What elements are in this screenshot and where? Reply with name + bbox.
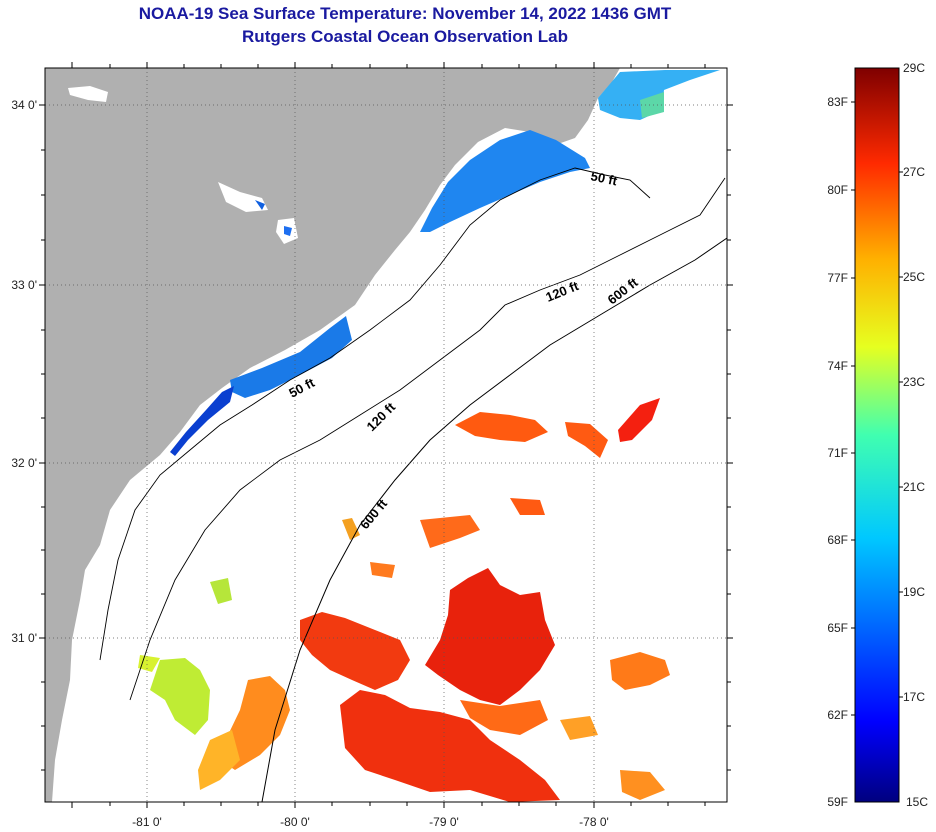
sst-warm-patch <box>420 515 480 548</box>
land <box>45 68 620 802</box>
sst-coastal-north-3 <box>640 92 664 118</box>
sst-warm-patch <box>610 652 670 690</box>
sst-warm-patch <box>620 770 665 800</box>
colorbar-f-77: 77F <box>827 271 848 285</box>
sst-coastal-north <box>420 130 590 232</box>
colorbar-f-83: 83F <box>827 95 848 109</box>
sst-warm-core <box>425 568 555 705</box>
chart-title: NOAA-19 Sea Surface Temperature: Novembe… <box>138 4 672 23</box>
sst-warm-patch <box>342 518 360 540</box>
colorbar-f-74: 74F <box>827 359 848 373</box>
colorbar <box>854 67 900 803</box>
colorbar-c-23: 23C <box>903 375 925 389</box>
depth-label-50ft-north: 50 ft <box>589 168 619 188</box>
inland-water <box>68 86 108 102</box>
colorbar-c-29: 29C <box>903 61 925 75</box>
inland-water <box>218 182 268 212</box>
lat-ticks <box>39 104 733 771</box>
sst-warm-patch <box>565 422 608 458</box>
colorbar-f-71: 71F <box>827 446 848 460</box>
colorbar-f-65: 65F <box>827 621 848 635</box>
sst-coastal-south <box>230 316 352 398</box>
lat-label-33: 33 0' <box>11 278 37 292</box>
sst-warm-patch <box>618 398 660 442</box>
sst-warm-patch <box>370 562 395 578</box>
colorbar-c-15: 15C <box>906 795 928 809</box>
depth-contour-50ft <box>99 167 651 661</box>
colorbar-c-27: 27C <box>903 165 925 179</box>
colorbar-f-80: 80F <box>827 183 848 197</box>
lat-label-31: 31 0' <box>11 631 37 645</box>
colorbar-c-19: 19C <box>903 585 925 599</box>
inland-water-sst <box>284 226 292 236</box>
colorbar-f-68: 68F <box>827 533 848 547</box>
lon-label-78: -78 0' <box>579 815 609 829</box>
colorbar-f-62: 62F <box>827 708 848 722</box>
depth-contour-120ft <box>129 177 726 701</box>
lon-label-81: -81 0' <box>132 815 162 829</box>
colorbar-ticks <box>851 101 903 716</box>
chart-subtitle: Rutgers Coastal Ocean Observation Lab <box>242 27 568 46</box>
sst-warm-patch <box>510 498 545 515</box>
sst-warm-core <box>460 700 548 735</box>
sst-coastal-south-2 <box>170 386 234 456</box>
sst-warm-patch <box>455 412 548 442</box>
lon-label-79: -79 0' <box>429 815 459 829</box>
graticule <box>45 68 727 802</box>
sst-warm-core <box>300 612 410 690</box>
map-border <box>44 67 728 803</box>
colorbar-c-25: 25C <box>903 270 925 284</box>
inland-water-sst <box>255 200 265 210</box>
sst-mild-patch <box>220 676 290 770</box>
lat-label-32: 32 0' <box>11 456 37 470</box>
sst-cool-patch <box>150 658 210 735</box>
lat-label-34: 34 0' <box>11 98 37 112</box>
colorbar-c-17: 17C <box>903 690 925 704</box>
lon-label-80: -80 0' <box>280 815 310 829</box>
colorbar-c-21: 21C <box>903 480 925 494</box>
sst-mild-patch <box>198 730 240 790</box>
sst-warm-core <box>340 690 560 802</box>
colorbar-f-59: 59F <box>827 795 848 809</box>
lon-ticks <box>71 62 706 808</box>
sst-warm-patch <box>560 716 598 740</box>
sst-cool-patch <box>210 578 232 604</box>
